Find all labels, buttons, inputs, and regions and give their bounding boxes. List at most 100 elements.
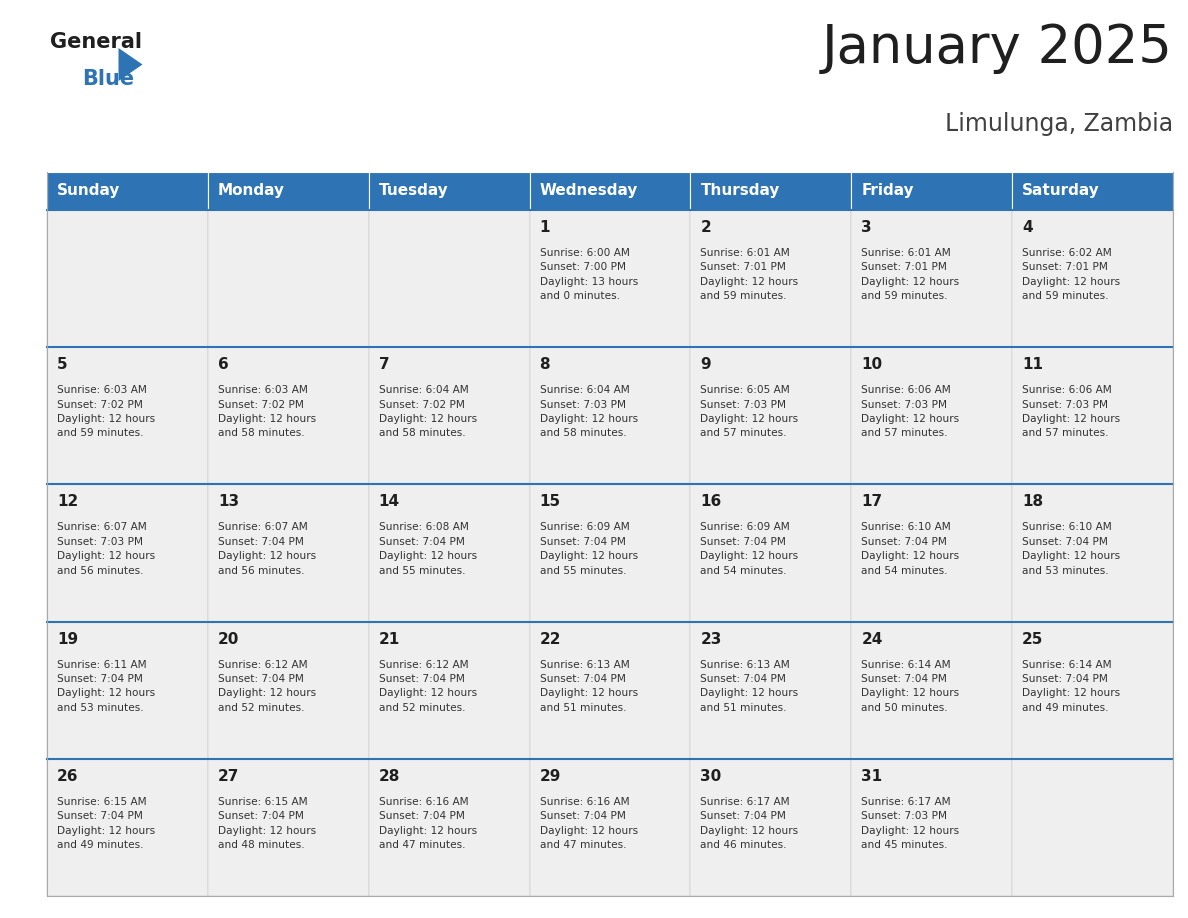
Bar	[1012, 172, 1173, 210]
Text: 16: 16	[701, 495, 721, 509]
Bar	[368, 621, 530, 759]
Bar	[208, 347, 368, 485]
Text: Sunrise: 6:09 AM
Sunset: 7:04 PM
Daylight: 12 hours
and 54 minutes.: Sunrise: 6:09 AM Sunset: 7:04 PM Dayligh…	[701, 522, 798, 576]
Text: 14: 14	[379, 495, 400, 509]
Text: Sunrise: 6:06 AM
Sunset: 7:03 PM
Daylight: 12 hours
and 57 minutes.: Sunrise: 6:06 AM Sunset: 7:03 PM Dayligh…	[1022, 386, 1120, 439]
Bar	[690, 172, 852, 210]
Bar	[852, 621, 1012, 759]
Text: 2: 2	[701, 220, 712, 235]
Text: 7: 7	[379, 357, 390, 372]
Bar	[530, 759, 690, 896]
Text: Sunrise: 6:14 AM
Sunset: 7:04 PM
Daylight: 12 hours
and 49 minutes.: Sunrise: 6:14 AM Sunset: 7:04 PM Dayligh…	[1022, 660, 1120, 712]
Bar	[690, 621, 852, 759]
Text: Sunrise: 6:07 AM
Sunset: 7:03 PM
Daylight: 12 hours
and 56 minutes.: Sunrise: 6:07 AM Sunset: 7:03 PM Dayligh…	[57, 522, 156, 576]
Text: 20: 20	[217, 632, 239, 646]
Bar	[852, 172, 1012, 210]
Text: Sunrise: 6:15 AM
Sunset: 7:04 PM
Daylight: 12 hours
and 48 minutes.: Sunrise: 6:15 AM Sunset: 7:04 PM Dayligh…	[217, 797, 316, 850]
Text: 22: 22	[539, 632, 561, 646]
Bar	[852, 210, 1012, 347]
Bar	[852, 347, 1012, 485]
Text: Sunrise: 6:16 AM
Sunset: 7:04 PM
Daylight: 12 hours
and 47 minutes.: Sunrise: 6:16 AM Sunset: 7:04 PM Dayligh…	[539, 797, 638, 850]
Text: Sunrise: 6:05 AM
Sunset: 7:03 PM
Daylight: 12 hours
and 57 minutes.: Sunrise: 6:05 AM Sunset: 7:03 PM Dayligh…	[701, 386, 798, 439]
Bar	[368, 347, 530, 485]
Bar	[208, 210, 368, 347]
Text: 4: 4	[1022, 220, 1032, 235]
Text: Sunrise: 6:12 AM
Sunset: 7:04 PM
Daylight: 12 hours
and 52 minutes.: Sunrise: 6:12 AM Sunset: 7:04 PM Dayligh…	[217, 660, 316, 712]
Text: Friday: Friday	[861, 184, 914, 198]
Text: Blue: Blue	[82, 69, 134, 89]
Text: Sunrise: 6:04 AM
Sunset: 7:02 PM
Daylight: 12 hours
and 58 minutes.: Sunrise: 6:04 AM Sunset: 7:02 PM Dayligh…	[379, 386, 476, 439]
Text: 31: 31	[861, 768, 883, 784]
Text: Sunrise: 6:03 AM
Sunset: 7:02 PM
Daylight: 12 hours
and 59 minutes.: Sunrise: 6:03 AM Sunset: 7:02 PM Dayligh…	[57, 386, 156, 439]
Text: 17: 17	[861, 495, 883, 509]
Bar	[690, 759, 852, 896]
Polygon shape	[119, 48, 143, 81]
Text: Sunrise: 6:16 AM
Sunset: 7:04 PM
Daylight: 12 hours
and 47 minutes.: Sunrise: 6:16 AM Sunset: 7:04 PM Dayligh…	[379, 797, 476, 850]
Text: Sunrise: 6:07 AM
Sunset: 7:04 PM
Daylight: 12 hours
and 56 minutes.: Sunrise: 6:07 AM Sunset: 7:04 PM Dayligh…	[217, 522, 316, 576]
Text: Sunday: Sunday	[57, 184, 120, 198]
Bar	[852, 759, 1012, 896]
Text: 8: 8	[539, 357, 550, 372]
Bar	[530, 347, 690, 485]
Text: Sunrise: 6:03 AM
Sunset: 7:02 PM
Daylight: 12 hours
and 58 minutes.: Sunrise: 6:03 AM Sunset: 7:02 PM Dayligh…	[217, 386, 316, 439]
Bar	[208, 759, 368, 896]
Text: 24: 24	[861, 632, 883, 646]
Bar	[530, 172, 690, 210]
Text: 23: 23	[701, 632, 722, 646]
Bar	[48, 347, 208, 485]
Bar	[690, 210, 852, 347]
Text: Sunrise: 6:09 AM
Sunset: 7:04 PM
Daylight: 12 hours
and 55 minutes.: Sunrise: 6:09 AM Sunset: 7:04 PM Dayligh…	[539, 522, 638, 576]
Text: Wednesday: Wednesday	[539, 184, 638, 198]
Text: 28: 28	[379, 768, 400, 784]
Text: Limulunga, Zambia: Limulunga, Zambia	[944, 112, 1173, 136]
Text: 9: 9	[701, 357, 712, 372]
Text: Sunrise: 6:12 AM
Sunset: 7:04 PM
Daylight: 12 hours
and 52 minutes.: Sunrise: 6:12 AM Sunset: 7:04 PM Dayligh…	[379, 660, 476, 712]
Text: 1: 1	[539, 220, 550, 235]
Bar	[208, 621, 368, 759]
Bar	[208, 485, 368, 621]
Bar	[48, 210, 208, 347]
Text: 10: 10	[861, 357, 883, 372]
Bar	[208, 172, 368, 210]
Text: Thursday: Thursday	[701, 184, 779, 198]
Text: Saturday: Saturday	[1022, 184, 1100, 198]
Text: Sunrise: 6:10 AM
Sunset: 7:04 PM
Daylight: 12 hours
and 54 minutes.: Sunrise: 6:10 AM Sunset: 7:04 PM Dayligh…	[861, 522, 960, 576]
Text: 6: 6	[217, 357, 228, 372]
Text: Sunrise: 6:14 AM
Sunset: 7:04 PM
Daylight: 12 hours
and 50 minutes.: Sunrise: 6:14 AM Sunset: 7:04 PM Dayligh…	[861, 660, 960, 712]
Text: Sunrise: 6:10 AM
Sunset: 7:04 PM
Daylight: 12 hours
and 53 minutes.: Sunrise: 6:10 AM Sunset: 7:04 PM Dayligh…	[1022, 522, 1120, 576]
Bar	[368, 485, 530, 621]
Text: Sunrise: 6:13 AM
Sunset: 7:04 PM
Daylight: 12 hours
and 51 minutes.: Sunrise: 6:13 AM Sunset: 7:04 PM Dayligh…	[539, 660, 638, 712]
Text: Sunrise: 6:15 AM
Sunset: 7:04 PM
Daylight: 12 hours
and 49 minutes.: Sunrise: 6:15 AM Sunset: 7:04 PM Dayligh…	[57, 797, 156, 850]
Bar	[530, 210, 690, 347]
Text: Monday: Monday	[217, 184, 285, 198]
Bar	[368, 759, 530, 896]
Text: 19: 19	[57, 632, 78, 646]
Text: 5: 5	[57, 357, 68, 372]
Text: Sunrise: 6:13 AM
Sunset: 7:04 PM
Daylight: 12 hours
and 51 minutes.: Sunrise: 6:13 AM Sunset: 7:04 PM Dayligh…	[701, 660, 798, 712]
Text: 12: 12	[57, 495, 78, 509]
Bar	[852, 485, 1012, 621]
Bar	[368, 172, 530, 210]
Text: Sunrise: 6:01 AM
Sunset: 7:01 PM
Daylight: 12 hours
and 59 minutes.: Sunrise: 6:01 AM Sunset: 7:01 PM Dayligh…	[861, 248, 960, 301]
Bar	[48, 172, 208, 210]
Text: 27: 27	[217, 768, 239, 784]
Text: Sunrise: 6:00 AM
Sunset: 7:00 PM
Daylight: 13 hours
and 0 minutes.: Sunrise: 6:00 AM Sunset: 7:00 PM Dayligh…	[539, 248, 638, 301]
Text: Sunrise: 6:04 AM
Sunset: 7:03 PM
Daylight: 12 hours
and 58 minutes.: Sunrise: 6:04 AM Sunset: 7:03 PM Dayligh…	[539, 386, 638, 439]
Text: Tuesday: Tuesday	[379, 184, 448, 198]
Bar	[530, 485, 690, 621]
Bar	[1012, 759, 1173, 896]
Text: Sunrise: 6:17 AM
Sunset: 7:03 PM
Daylight: 12 hours
and 45 minutes.: Sunrise: 6:17 AM Sunset: 7:03 PM Dayligh…	[861, 797, 960, 850]
Bar	[530, 621, 690, 759]
Text: 13: 13	[217, 495, 239, 509]
Text: Sunrise: 6:01 AM
Sunset: 7:01 PM
Daylight: 12 hours
and 59 minutes.: Sunrise: 6:01 AM Sunset: 7:01 PM Dayligh…	[701, 248, 798, 301]
Bar	[368, 210, 530, 347]
Text: 26: 26	[57, 768, 78, 784]
Text: January 2025: January 2025	[822, 22, 1173, 74]
Text: Sunrise: 6:17 AM
Sunset: 7:04 PM
Daylight: 12 hours
and 46 minutes.: Sunrise: 6:17 AM Sunset: 7:04 PM Dayligh…	[701, 797, 798, 850]
Text: Sunrise: 6:02 AM
Sunset: 7:01 PM
Daylight: 12 hours
and 59 minutes.: Sunrise: 6:02 AM Sunset: 7:01 PM Dayligh…	[1022, 248, 1120, 301]
Text: 30: 30	[701, 768, 721, 784]
Text: Sunrise: 6:11 AM
Sunset: 7:04 PM
Daylight: 12 hours
and 53 minutes.: Sunrise: 6:11 AM Sunset: 7:04 PM Dayligh…	[57, 660, 156, 712]
Text: Sunrise: 6:06 AM
Sunset: 7:03 PM
Daylight: 12 hours
and 57 minutes.: Sunrise: 6:06 AM Sunset: 7:03 PM Dayligh…	[861, 386, 960, 439]
Text: 21: 21	[379, 632, 400, 646]
Bar	[1012, 347, 1173, 485]
